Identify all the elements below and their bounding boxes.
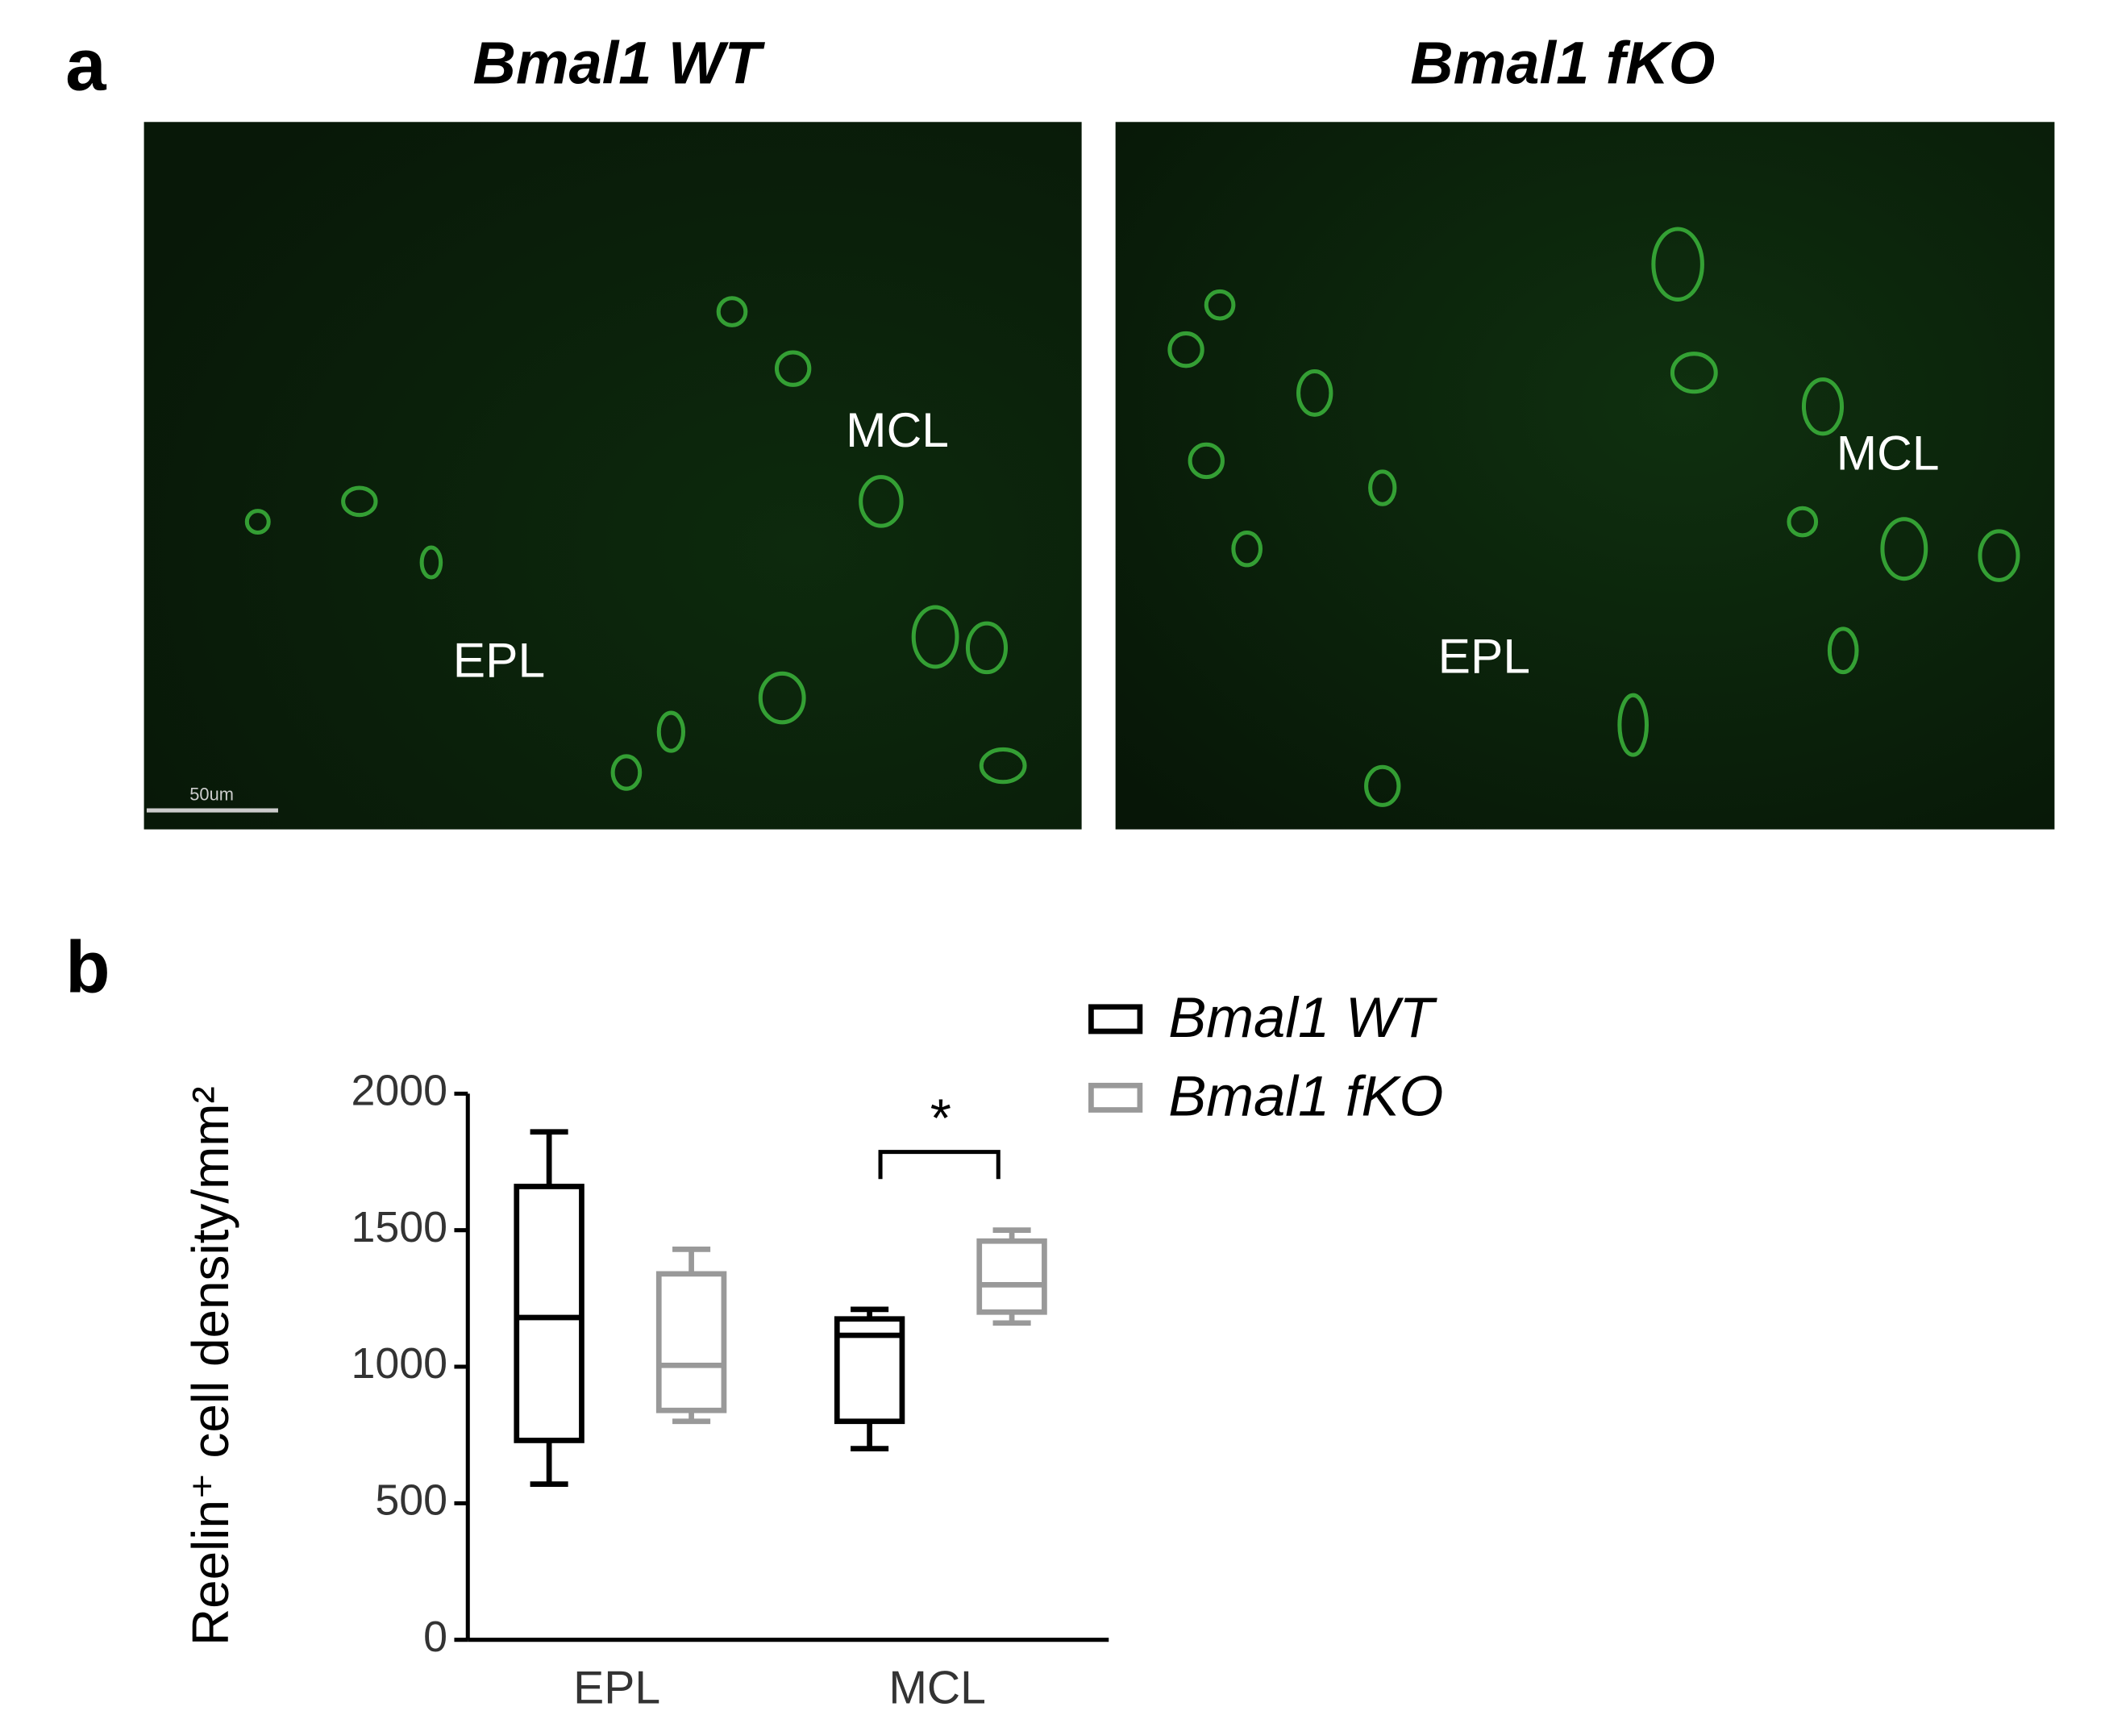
box — [655, 1271, 727, 1413]
y-tick-label: 1500 — [351, 1203, 447, 1251]
cells — [244, 227, 2020, 807]
image-title: Bmal1 WT — [472, 30, 765, 97]
significance-label: * — [930, 1088, 951, 1148]
panel-label: b — [65, 927, 110, 1009]
box — [514, 1184, 584, 1443]
legend-swatch — [1088, 1082, 1143, 1113]
y-axis-label: Reelin⁺ cell density/mm² — [181, 1086, 239, 1646]
layer-label: EPL — [1438, 628, 1530, 683]
legend-swatch — [1088, 1004, 1143, 1035]
y-tick-label: 500 — [375, 1476, 447, 1525]
plot: 0 500 1000 1500 2000 EPL MCL Bmal1 WT Bmal1 fKO * — [351, 985, 1443, 1714]
legend-label: Bmal1 fKO — [1168, 1064, 1443, 1127]
significance-bracket — [878, 1150, 1000, 1180]
x-tick-label: EPL — [573, 1663, 660, 1714]
micrograph — [144, 122, 1082, 830]
legend-label: Bmal1 WT — [1168, 985, 1437, 1049]
layer-label: EPL — [453, 633, 545, 688]
x-tick-label: MCL — [888, 1663, 986, 1714]
scale-bar-label: 50um — [189, 784, 234, 804]
layer-label: MCL — [1837, 425, 1940, 480]
y-tick-label: 2000 — [351, 1067, 447, 1115]
layer-label: MCL — [846, 402, 949, 457]
image-title: Bmal1 fKO — [1410, 30, 1715, 97]
y-tick-label: 0 — [423, 1613, 447, 1661]
box — [976, 1238, 1047, 1315]
y-tick-label: 1000 — [351, 1339, 447, 1388]
micrograph — [1115, 122, 2055, 830]
panel-label: a — [65, 24, 107, 106]
